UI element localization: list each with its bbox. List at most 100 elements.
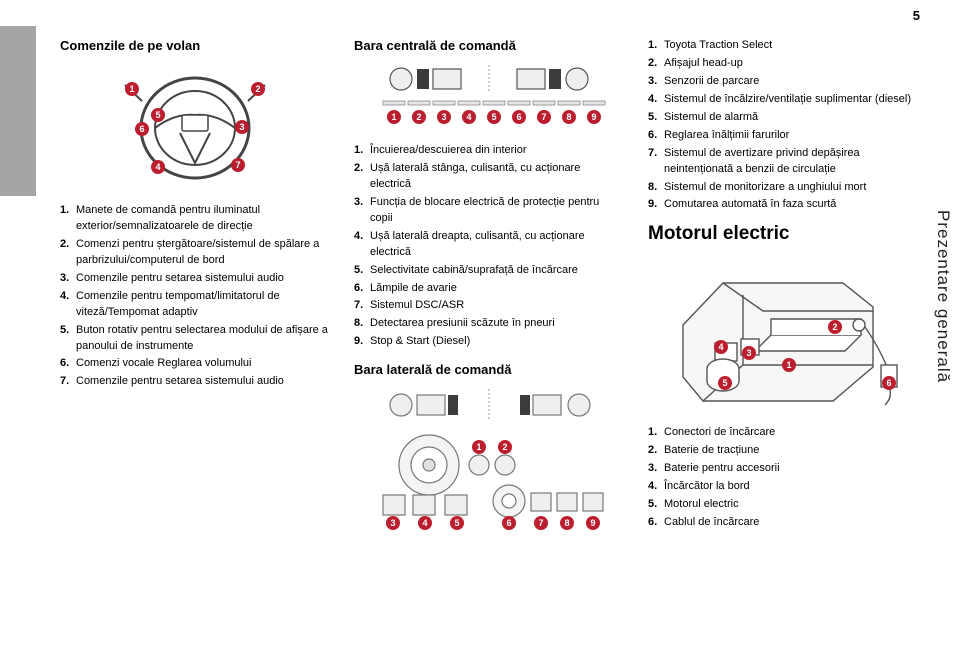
- item-text: Comenzile pentru setarea sistemului audi…: [76, 271, 330, 287]
- switch-slot: [408, 101, 430, 105]
- list-item: 4.Ușă laterală dreapta, culisantă, cu ac…: [354, 229, 624, 261]
- item-text: Baterie pentru accesorii: [664, 461, 928, 477]
- item-text: Comenzi pentru ștergătoare/sistemul de s…: [76, 237, 330, 269]
- callout-badge-number: 6: [516, 112, 521, 122]
- callout-badge-number: 7: [538, 518, 543, 528]
- list-item: 6.Lămpile de avarie: [354, 281, 624, 297]
- list-item: 8.Detectarea presiunii scăzute în pneuri: [354, 316, 624, 332]
- item-text: Manete de comandă pentru iluminatul exte…: [76, 203, 330, 235]
- list-item: 9.Comutarea automată în faza scurtă: [648, 197, 928, 213]
- item-text: Sistemul DSC/ASR: [370, 298, 624, 314]
- heading-electric-motor: Motorul electric: [648, 223, 928, 245]
- item-number: 2.: [648, 443, 664, 459]
- list-item: 4.Încărcător la bord: [648, 479, 928, 495]
- item-number: 6.: [354, 281, 370, 297]
- item-text: Toyota Traction Select: [664, 38, 928, 54]
- switch-slot: [433, 101, 455, 105]
- list-steering-controls: 1.Manete de comandă pentru iluminatul ex…: [60, 203, 330, 390]
- callout-badge-number: 7: [541, 112, 546, 122]
- item-number: 2.: [648, 56, 664, 72]
- item-number: 1.: [354, 143, 370, 159]
- item-text: Stop & Start (Diesel): [370, 334, 624, 350]
- callout-badge-number: 1: [476, 442, 481, 452]
- list-item: 3.Baterie pentru accesorii: [648, 461, 928, 477]
- item-number: 6.: [648, 128, 664, 144]
- item-text: Funcția de blocare electrică de protecți…: [370, 195, 624, 227]
- diagram-electric-motor: 123456: [663, 255, 913, 415]
- item-number: 4.: [648, 479, 664, 495]
- item-number: 2.: [60, 237, 76, 269]
- item-text: Sistemul de monitorizare a unghiului mor…: [664, 180, 928, 196]
- item-number: 6.: [60, 356, 76, 372]
- page-number: 5: [913, 8, 920, 23]
- list-central-bar: 1.Încuierea/descuierea din interior 2.Ușă…: [354, 143, 624, 350]
- callout-badge-number: 8: [566, 112, 571, 122]
- list-item: 3.Senzorii de parcare: [648, 74, 928, 90]
- heading-central-bar: Bara centrală de comandă: [354, 38, 624, 53]
- diagram-central-bar: 123456789: [369, 63, 609, 133]
- list-item: 1.Manete de comandă pentru iluminatul ex…: [60, 203, 330, 235]
- item-number: 9.: [354, 334, 370, 350]
- item-text: Încuierea/descuierea din interior: [370, 143, 624, 159]
- item-number: 1.: [648, 425, 664, 441]
- column-1: Comenzile de pe volan 1256347 1.Manete d…: [60, 38, 330, 631]
- callout-badge-number: 3: [239, 122, 244, 132]
- diagram-steering-wheel: 1256347: [120, 63, 270, 193]
- list-item: 6.Comenzi vocale Reglarea volumului: [60, 356, 330, 372]
- list-item: 2.Baterie de tracțiune: [648, 443, 928, 459]
- item-text: Sistemul de alarmă: [664, 110, 928, 126]
- callout-badge-number: 6: [139, 124, 144, 134]
- item-number: 4.: [648, 92, 664, 108]
- item-number: 3.: [648, 74, 664, 90]
- item-number: 5.: [648, 497, 664, 513]
- list-item: 7.Comenzile pentru setarea sistemului au…: [60, 374, 330, 390]
- item-number: 5.: [648, 110, 664, 126]
- item-number: 5.: [60, 323, 76, 355]
- item-text: Comenzile pentru setarea sistemului audi…: [76, 374, 330, 390]
- list-item: 4.Comenzile pentru tempomat/limitatorul …: [60, 289, 330, 321]
- item-number: 6.: [648, 515, 664, 531]
- callout-badge-number: 1: [786, 360, 791, 370]
- item-number: 1.: [60, 203, 76, 235]
- switch-slot: [558, 101, 580, 105]
- list-item: 3.Funcția de blocare electrică de protec…: [354, 195, 624, 227]
- column-2: Bara centrală de comandă 123456789 1.Înc…: [354, 38, 624, 631]
- list-item: 5.Motorul electric: [648, 497, 928, 513]
- callout-badge-number: 8: [564, 518, 569, 528]
- switch-slot: [533, 101, 555, 105]
- callout-badge-number: 6: [886, 378, 891, 388]
- column-3: 1.Toyota Traction Select2.Afișajul head-…: [648, 38, 928, 631]
- item-text: Senzorii de parcare: [664, 74, 928, 90]
- switch-slot: [508, 101, 530, 105]
- item-number: 4.: [354, 229, 370, 261]
- item-text: Buton rotativ pentru selectarea modului …: [76, 323, 330, 355]
- item-text: Conectori de încărcare: [664, 425, 928, 441]
- callout-badge-number: 4: [422, 518, 427, 528]
- callout-badge-number: 4: [718, 342, 723, 352]
- list-item: 4.Sistemul de încălzire/ventilație supli…: [648, 92, 928, 108]
- list-item: 8.Sistemul de monitorizare a unghiului m…: [648, 180, 928, 196]
- callout-badge-number: 3: [390, 518, 395, 528]
- callout-badge-number: 2: [502, 442, 507, 452]
- list-item: 5.Selectivitate cabină/suprafață de încă…: [354, 263, 624, 279]
- item-text: Comutarea automată în faza scurtă: [664, 197, 928, 213]
- callout-badge-number: 5: [155, 110, 160, 120]
- list-item: 6.Reglarea înălțimii farurilor: [648, 128, 928, 144]
- section-tab: Prezentare generală: [933, 210, 953, 383]
- item-number: 7.: [648, 146, 664, 178]
- item-number: 3.: [648, 461, 664, 477]
- switch-slot: [458, 101, 480, 105]
- list-electric-motor: 1.Conectori de încărcare 2.Baterie de tra…: [648, 425, 928, 531]
- item-number: 1.: [648, 38, 664, 54]
- item-text: Sistemul de avertizare privind depășirea…: [664, 146, 928, 178]
- list-item: 6.Cablul de încărcare: [648, 515, 928, 531]
- item-number: 7.: [60, 374, 76, 390]
- list-item: 5.Buton rotativ pentru selectarea modulu…: [60, 323, 330, 355]
- callout-badge-number: 1: [129, 84, 134, 94]
- list-item: 7.Sistemul de avertizare privind depășir…: [648, 146, 928, 178]
- list-item: 2.Ușă laterală stânga, culisantă, cu acț…: [354, 161, 624, 193]
- item-number: 3.: [354, 195, 370, 227]
- item-text: Sistemul de încălzire/ventilație suplime…: [664, 92, 928, 108]
- item-number: 4.: [60, 289, 76, 321]
- item-text: Afișajul head-up: [664, 56, 928, 72]
